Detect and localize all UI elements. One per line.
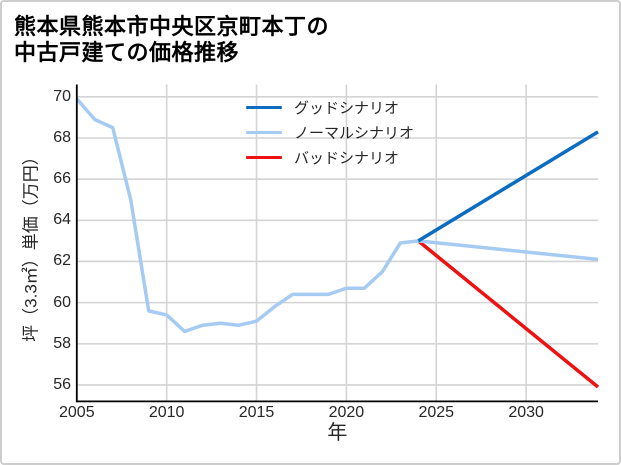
legend-item: バッドシナリオ <box>246 145 414 170</box>
legend-label: バッドシナリオ <box>294 150 400 167</box>
y-tick-label: 58 <box>53 334 71 352</box>
y-tick-label: 60 <box>53 293 71 311</box>
y-tick-label: 64 <box>53 211 71 229</box>
legend-line-swatch-icon <box>246 155 282 160</box>
legend-line-swatch-icon <box>246 105 282 110</box>
y-axis-label: 坪（3.3㎡）単価（万円） <box>21 148 41 342</box>
x-tick-label: 2005 <box>59 403 95 421</box>
legend-line-swatch-icon <box>246 130 282 135</box>
legend: グッドシナリオ ノーマルシナリオ バッドシナリオ <box>246 95 414 170</box>
x-tick-label: 2010 <box>148 403 185 421</box>
legend-label: ノーマルシナリオ <box>294 125 415 142</box>
y-tick-label: 70 <box>53 87 71 105</box>
y-tick-label: 56 <box>53 375 71 393</box>
x-tick-label: 2025 <box>418 403 455 421</box>
series-line-normal <box>75 97 599 334</box>
x-tick-label: 2015 <box>238 403 275 421</box>
x-axis-label: 年 <box>327 422 348 444</box>
legend-label: グッドシナリオ <box>294 100 400 117</box>
legend-item: ノーマルシナリオ <box>246 120 414 145</box>
legend-item: グッドシナリオ <box>246 95 414 120</box>
chart-title: 熊本県熊本市中央区京町本丁の 中古戸建ての価格推移 <box>14 14 329 66</box>
chart-title-line1: 熊本県熊本市中央区京町本丁の <box>14 14 330 39</box>
y-tick-label: 62 <box>53 252 71 270</box>
chart-title-line2: 中古戸建ての価格推移 <box>14 40 240 65</box>
x-tick-label: 2030 <box>508 403 544 421</box>
x-tick-label: 2020 <box>328 403 365 421</box>
y-tick-label: 68 <box>53 129 71 146</box>
series-line-bad <box>417 239 600 389</box>
y-tick-label: 66 <box>53 170 71 188</box>
series-line-good <box>417 130 599 243</box>
